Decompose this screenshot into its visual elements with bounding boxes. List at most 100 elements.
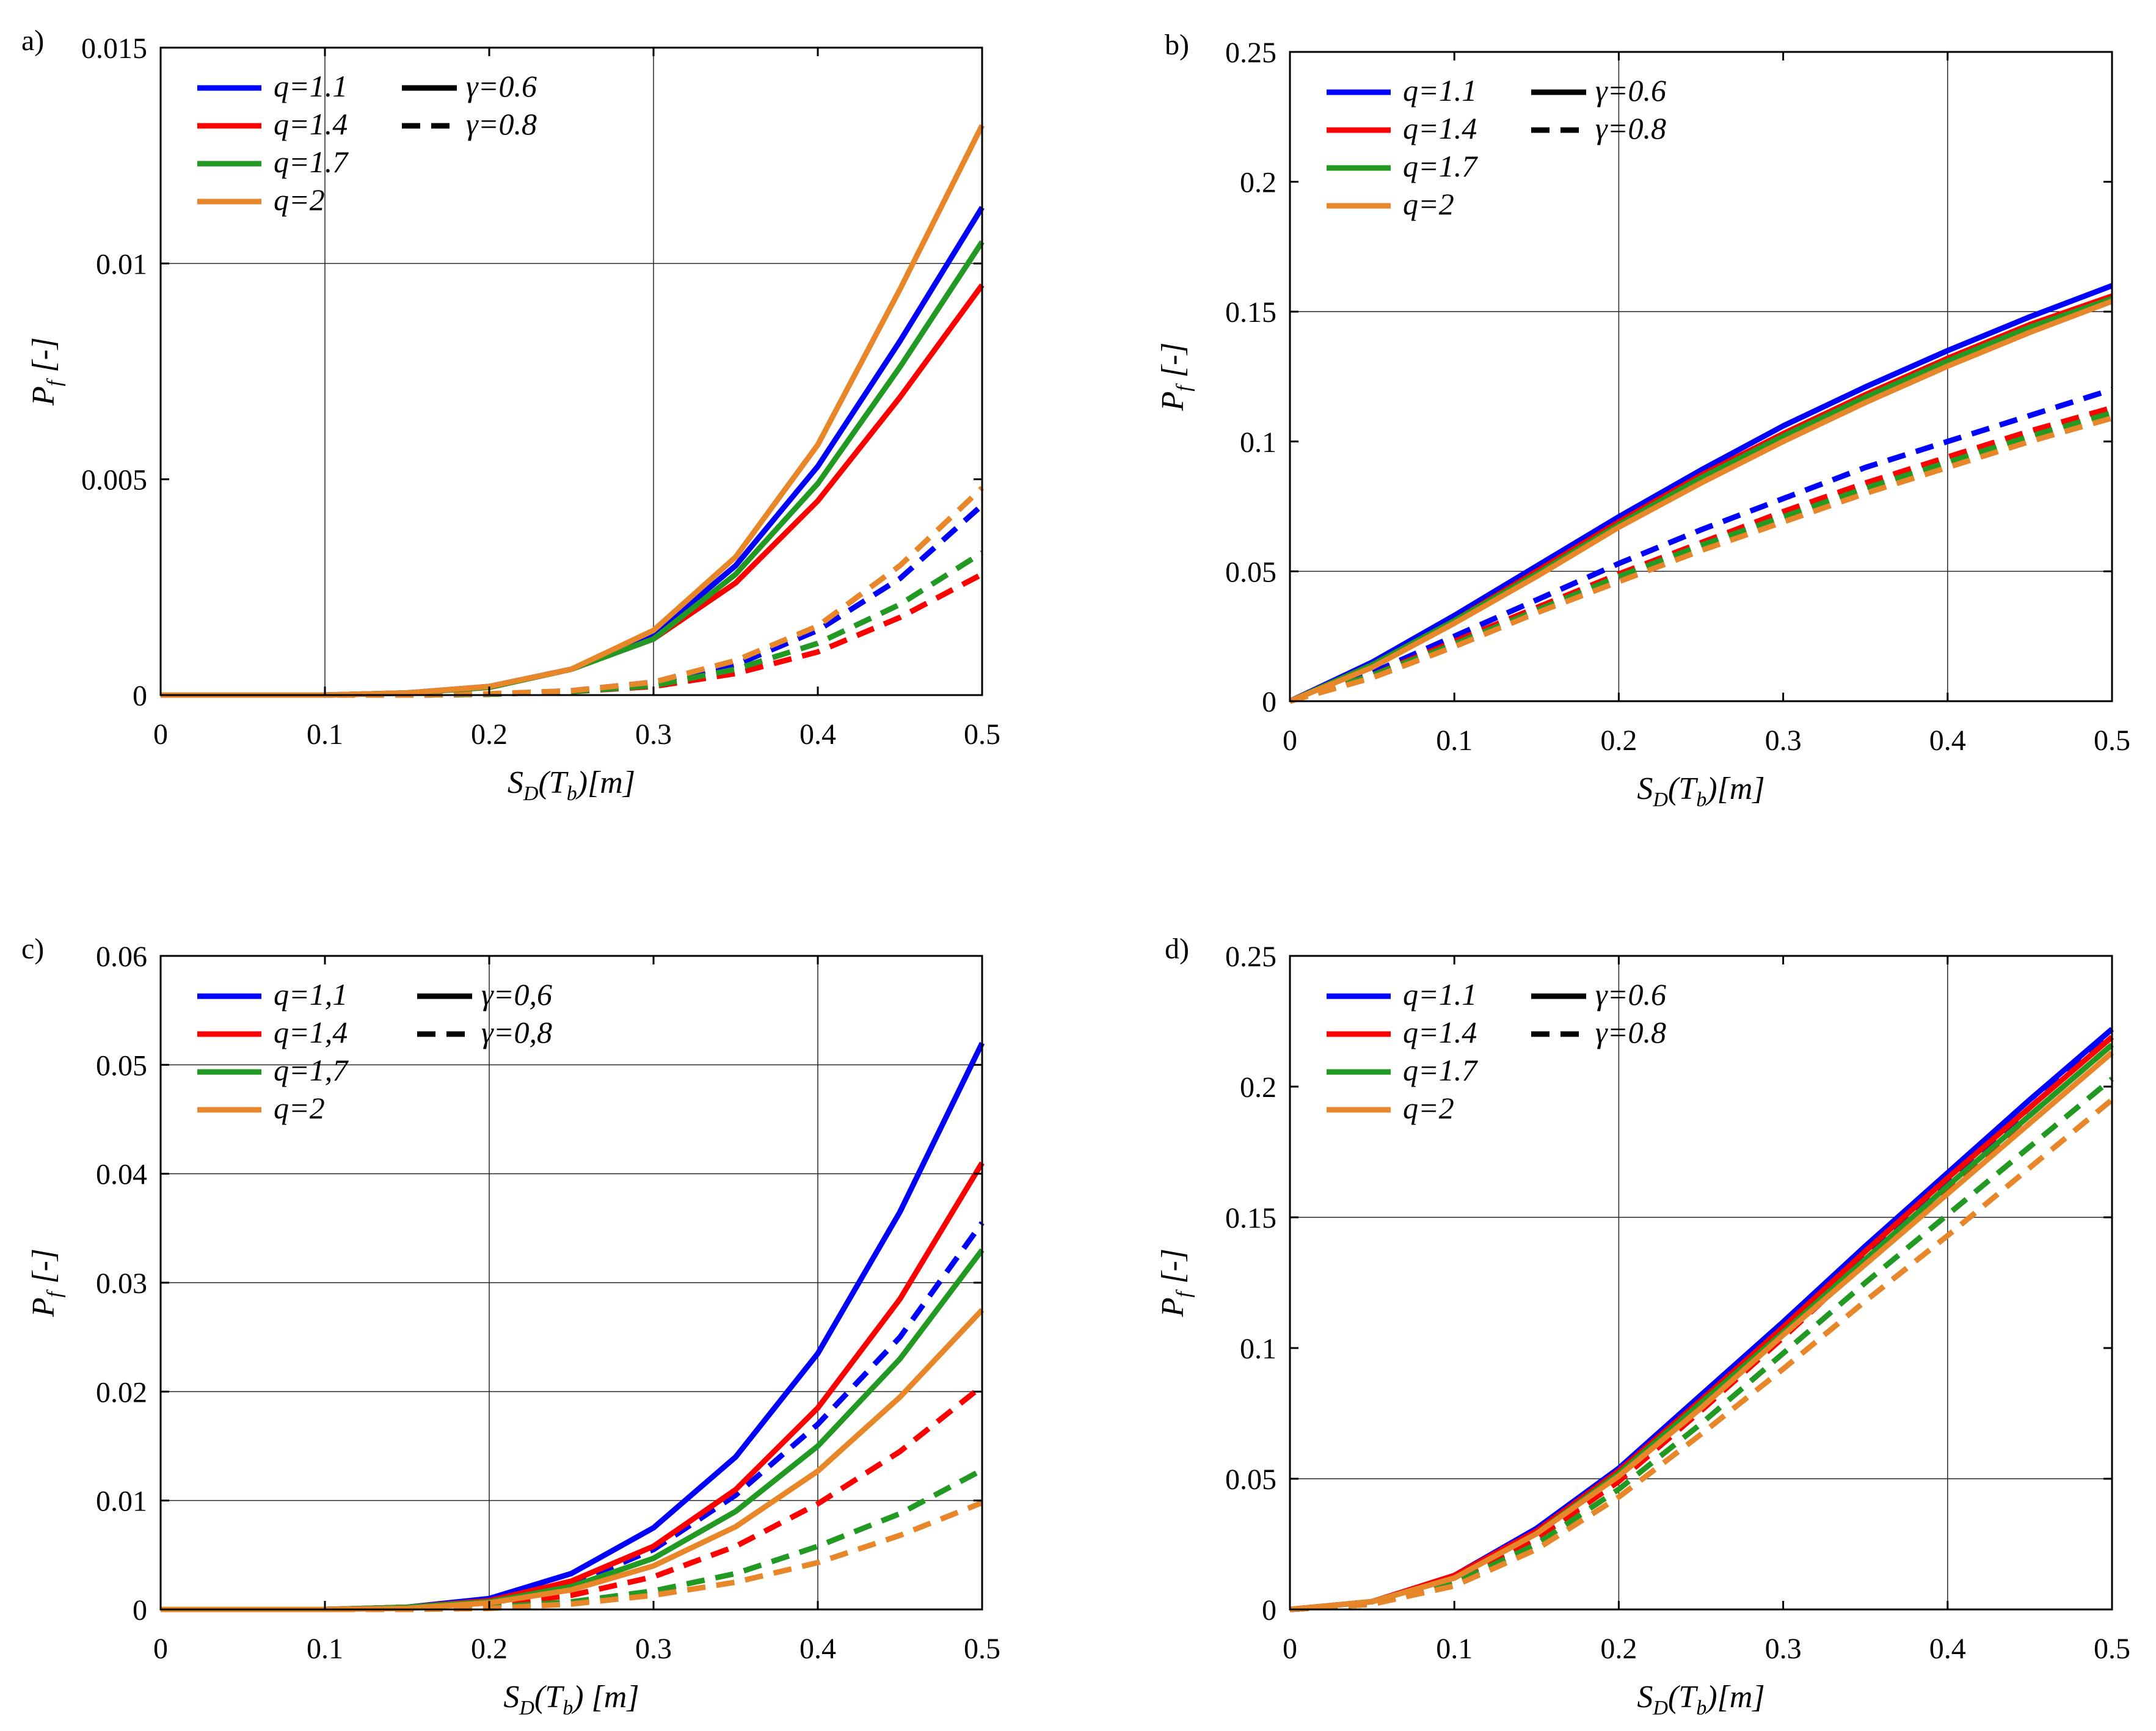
y-tick-label: 0.2 <box>1240 1071 1276 1104</box>
y-tick-label: 0.15 <box>1225 1202 1276 1234</box>
series-line-8 <box>161 486 985 698</box>
x-axis-label-sub: D <box>519 1697 534 1719</box>
y-tick-label: 0.05 <box>1225 1463 1276 1496</box>
x-tick-label: 0.1 <box>307 1633 343 1665</box>
panel-label: c) <box>21 933 44 965</box>
x-axis-label-rest: (T <box>1668 1680 1698 1715</box>
legend-label-gamma: γ=0,6 <box>481 977 552 1011</box>
plot-area <box>1290 52 2112 701</box>
x-tick-label: 0.2 <box>1600 1633 1637 1665</box>
legend: q=1.1q=1.4q=1.7q=2γ=0.6γ=0.8 <box>1327 977 1666 1125</box>
x-tick-label: 0.4 <box>799 1633 836 1665</box>
legend-label-q: q=1,1 <box>274 977 348 1011</box>
legend-label-q: q=1,4 <box>274 1015 348 1049</box>
y-axis-label-end: [-] <box>1156 1248 1190 1292</box>
y-axis-label-main: P <box>26 1297 61 1317</box>
x-tick-label: 0.3 <box>635 1633 672 1665</box>
series-line-7 <box>1289 1076 2114 1613</box>
legend-label-q: q=2 <box>274 183 325 217</box>
series-line-4 <box>1289 298 2113 704</box>
chart-panel-a: 0 0.1 0.2 0.3 0.4 0.5 0 0.005 0.01 0.015 a) SD(Tb)[… <box>21 24 1000 805</box>
chart-panel-b: 0 0.1 0.2 0.3 0.4 0.5 0 0.05 0.1 0.15 0.2 0.25 b) SD(… <box>1156 29 2130 811</box>
y-axis-label-end: [-] <box>26 1248 61 1292</box>
y-tick-label: 0.04 <box>96 1159 147 1191</box>
y-tick-label: 0 <box>1262 1594 1276 1627</box>
x-tick-label: 0.3 <box>1765 1633 1802 1665</box>
series-line-4 <box>1289 1050 2114 1613</box>
axes-box <box>1289 51 2113 702</box>
x-axis-label: SD(Tb)[m] <box>1637 1680 1764 1719</box>
chart-panel-d: 0 0.1 0.2 0.3 0.4 0.5 0 0.05 0.1 0.15 0.2 0.25 d) SD(… <box>1156 933 2130 1719</box>
panel-label: d) <box>1165 933 1189 965</box>
x-tick-label: 0.4 <box>799 718 836 751</box>
legend-label-q: q=1.1 <box>274 69 348 103</box>
y-tick-label: 0 <box>1262 686 1276 718</box>
y-axis-label-main: P <box>1156 1297 1190 1317</box>
legend-label-gamma: γ=0.8 <box>466 107 537 141</box>
legend-label-gamma: γ=0.8 <box>1595 111 1666 145</box>
y-axis-label-main: P <box>26 386 61 406</box>
y-tick-label: 0.02 <box>96 1376 147 1408</box>
x-tick-label: 0 <box>1283 1633 1297 1665</box>
y-tick-label: 0 <box>133 680 147 712</box>
y-axis-label: Pf [-] <box>26 337 66 406</box>
legend-label-q: q=1.1 <box>1403 73 1477 108</box>
y-tick-label: 0.1 <box>1240 426 1276 459</box>
x-axis-label-sub: D <box>1652 1697 1668 1719</box>
x-tick-label: 0.3 <box>1765 724 1802 757</box>
panel-label: b) <box>1165 29 1189 61</box>
series-line-6 <box>161 1383 984 1613</box>
chart-panel-c: 0 0.1 0.2 0.3 0.4 0.5 0 0.01 0.02 0.03 0.04 0.05 0.0… <box>21 933 1000 1719</box>
series-line-7 <box>1289 410 2113 704</box>
axes-box <box>1289 955 2113 1611</box>
series-line-8 <box>161 1500 983 1613</box>
y-tick-label: 0.01 <box>96 248 147 280</box>
y-axis-label-main: P <box>1156 392 1190 412</box>
legend: q=1.1q=1.4q=1.7q=2γ=0.6γ=0.8 <box>1327 73 1666 221</box>
x-axis-label: SD(Tb) [m] <box>503 1680 639 1719</box>
x-tick-label: 0.4 <box>1929 724 1966 757</box>
x-axis-label-sub2: b <box>563 1697 573 1719</box>
legend: q=1,1 q=1,4 q=1,7 q=2 γ=0,6 γ=0,8 <box>197 977 552 1125</box>
x-axis-label-end: )[m] <box>1705 771 1764 806</box>
x-axis-label-end: ) [m] <box>571 1680 639 1715</box>
y-tick-label: 0.06 <box>96 941 147 973</box>
x-tick-label: 0.2 <box>471 718 508 751</box>
y-tick-label: 0.2 <box>1240 167 1276 199</box>
series-line-5 <box>1289 387 2113 704</box>
x-axis-label-sub: D <box>1652 789 1668 811</box>
x-axis-label-main: S <box>503 1680 519 1715</box>
y-tick-label: 0.1 <box>1240 1333 1276 1365</box>
x-tick-label: 0 <box>153 718 168 751</box>
y-tick-label: 0.03 <box>96 1267 147 1300</box>
y-axis-label: Pf [-] <box>1156 342 1195 411</box>
x-tick-label: 0.1 <box>1436 724 1473 757</box>
y-tick-label: 0 <box>133 1594 147 1627</box>
panel-label: a) <box>21 24 44 57</box>
x-axis-label-sub2: b <box>567 782 577 805</box>
x-axis-label-sub: D <box>523 782 539 805</box>
x-axis-label-sub2: b <box>1696 1697 1706 1719</box>
legend-label-q: q=1.7 <box>1403 149 1478 183</box>
legend-label-q: q=1.7 <box>1403 1053 1478 1087</box>
x-axis-label-main: S <box>1637 1680 1653 1715</box>
x-axis-label: SD(Tb)[m] <box>508 765 635 805</box>
x-axis-label-sub2: b <box>1696 789 1706 811</box>
x-axis-label-end: )[m] <box>1705 1680 1764 1715</box>
legend: q=1.1q=1.4q=1.7q=2γ=0.6γ=0.8 <box>197 69 537 217</box>
plot-area <box>161 48 982 695</box>
legend-label-gamma: γ=0.6 <box>1595 977 1666 1011</box>
axes-box <box>159 46 983 696</box>
x-tick-label: 0.5 <box>2094 724 2130 757</box>
x-tick-label: 0.5 <box>964 718 1000 751</box>
x-axis-label-main: S <box>508 765 523 800</box>
series-line-8 <box>1289 1097 2114 1613</box>
x-axis-label-main: S <box>1637 771 1653 806</box>
y-tick-label: 0.05 <box>1225 556 1276 588</box>
legend-label-q: q=1.4 <box>1403 1015 1477 1049</box>
x-tick-label: 0.5 <box>964 1633 1000 1665</box>
y-tick-label: 0.05 <box>96 1049 147 1082</box>
x-tick-label: 0.1 <box>1436 1633 1473 1665</box>
x-tick-label: 0 <box>1283 724 1297 757</box>
